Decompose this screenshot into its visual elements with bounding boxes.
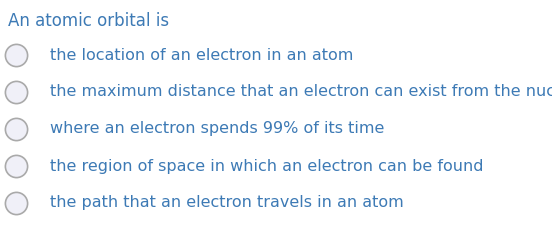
- Text: the region of space in which an electron can be found: the region of space in which an electron…: [50, 158, 484, 174]
- Text: An atomic orbital is: An atomic orbital is: [8, 12, 169, 30]
- Text: where an electron spends 99% of its time: where an electron spends 99% of its time: [50, 122, 384, 136]
- Text: the location of an electron in an atom: the location of an electron in an atom: [50, 47, 353, 63]
- Text: the path that an electron travels in an atom: the path that an electron travels in an …: [50, 196, 404, 210]
- Text: the maximum distance that an electron can exist from the nucleus: the maximum distance that an electron ca…: [50, 85, 552, 99]
